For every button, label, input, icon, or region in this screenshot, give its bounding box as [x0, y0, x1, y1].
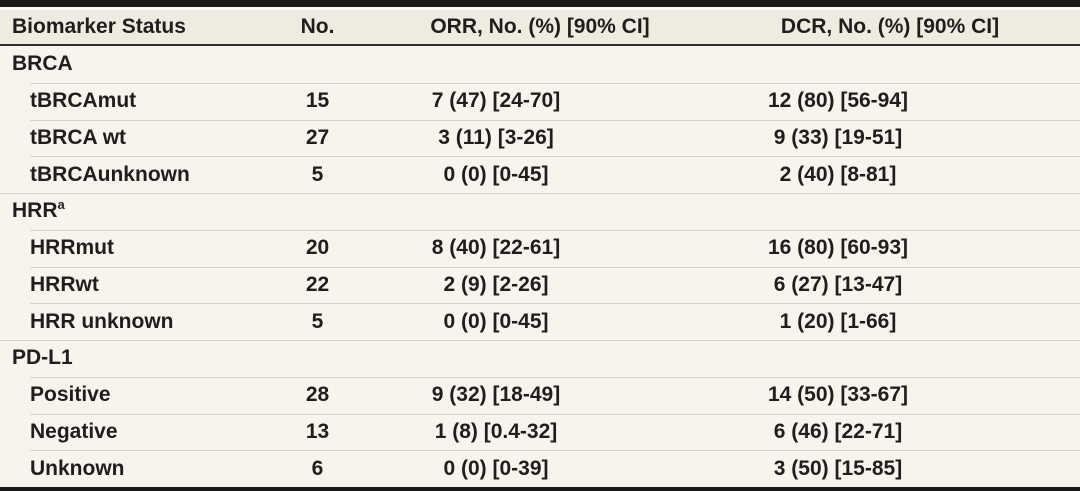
table-row: Positive 28 9 (32) [18-49] 14 (50) [33-6…: [0, 376, 1080, 414]
row-dcr-value: 1 (20) [1-66]: [779, 309, 897, 333]
row-label: HRR unknown: [30, 309, 174, 333]
row-dcr-value: 6 (46) [22-71]: [773, 419, 903, 443]
row-label: tBRCAmut: [30, 89, 137, 113]
section-header-row: BRCA: [0, 46, 1080, 83]
section-header-row: PD-L1: [0, 340, 1080, 377]
row-label: Negative: [30, 419, 118, 443]
table-row: HRRmut 20 8 (40) [22-61] 16 (80) [60-93]: [0, 229, 1080, 267]
row-dcr-value: 6 (27) [13-47]: [773, 272, 903, 296]
row-orr-value: 0 (0) [0-45]: [443, 162, 549, 186]
section-label: HRR: [12, 199, 58, 223]
section-header-row: HRRa: [0, 193, 1080, 230]
row-no-value: 28: [305, 383, 330, 407]
row-dcr-value: 12 (80) [56-94]: [767, 89, 909, 113]
row-no-value: 15: [305, 89, 330, 113]
row-no-value: 27: [305, 125, 330, 149]
table-top-gap: [0, 7, 1080, 10]
table-row: tBRCAunknown 5 0 (0) [0-45] 2 (40) [8-81…: [0, 156, 1080, 193]
row-no-value: 5: [311, 162, 324, 186]
row-dcr-value: 16 (80) [60-93]: [767, 236, 909, 260]
table-row: Unknown 6 0 (0) [0-39] 3 (50) [15-85]: [0, 450, 1080, 487]
row-no-value: 6: [311, 456, 324, 480]
row-dcr-value: 9 (33) [19-51]: [773, 125, 903, 149]
column-header-orr: ORR, No. (%) [90% CI]: [430, 15, 650, 38]
column-header-dcr: DCR, No. (%) [90% CI]: [780, 15, 1000, 38]
table-body: BRCA tBRCAmut 15 7 (47) [24-70] 12 (80) …: [0, 46, 1080, 487]
row-dcr-value: 14 (50) [33-67]: [767, 383, 909, 407]
table-top-rule: [0, 0, 1080, 7]
row-label: Unknown: [30, 456, 125, 480]
table-row: tBRCAmut 15 7 (47) [24-70] 12 (80) [56-9…: [0, 82, 1080, 120]
row-dcr-value: 2 (40) [8-81]: [779, 162, 897, 186]
table-header-row: Biomarker Status No. ORR, No. (%) [90% C…: [0, 10, 1080, 46]
section-footnote-marker: a: [57, 197, 65, 213]
row-orr-value: 3 (11) [3-26]: [438, 125, 554, 149]
row-label: Positive: [30, 383, 111, 407]
row-label: tBRCA wt: [30, 125, 127, 149]
row-label: HRRmut: [30, 236, 114, 260]
row-no-value: 5: [311, 309, 324, 333]
row-orr-value: 7 (47) [24-70]: [431, 89, 561, 113]
row-orr-value: 0 (0) [0-45]: [443, 309, 549, 333]
row-no-value: 22: [305, 272, 330, 296]
row-label: tBRCAunknown: [30, 162, 190, 186]
row-no-value: 20: [305, 236, 330, 260]
row-orr-value: 9 (32) [18-49]: [431, 383, 561, 407]
table-row: HRR unknown 5 0 (0) [0-45] 1 (20) [1-66]: [0, 303, 1080, 340]
table-row: HRRwt 22 2 (9) [2-26] 6 (27) [13-47]: [0, 266, 1080, 304]
table-bottom-rule: [0, 487, 1080, 491]
row-orr-value: 0 (0) [0-39]: [443, 456, 549, 480]
table-row: Negative 13 1 (8) [0.4-32] 6 (46) [22-71…: [0, 413, 1080, 451]
row-orr-value: 1 (8) [0.4-32]: [434, 419, 558, 443]
row-orr-value: 2 (9) [2-26]: [443, 272, 549, 296]
column-header-no: No.: [300, 15, 335, 38]
row-orr-value: 8 (40) [22-61]: [431, 236, 561, 260]
section-label: PD-L1: [12, 346, 73, 370]
row-no-value: 13: [305, 419, 330, 443]
table-row: tBRCA wt 27 3 (11) [3-26] 9 (33) [19-51]: [0, 119, 1080, 157]
column-header-biomarker-status: Biomarker Status: [12, 15, 186, 38]
row-dcr-value: 3 (50) [15-85]: [773, 456, 903, 480]
row-label: HRRwt: [30, 272, 99, 296]
section-label: BRCA: [12, 52, 73, 76]
